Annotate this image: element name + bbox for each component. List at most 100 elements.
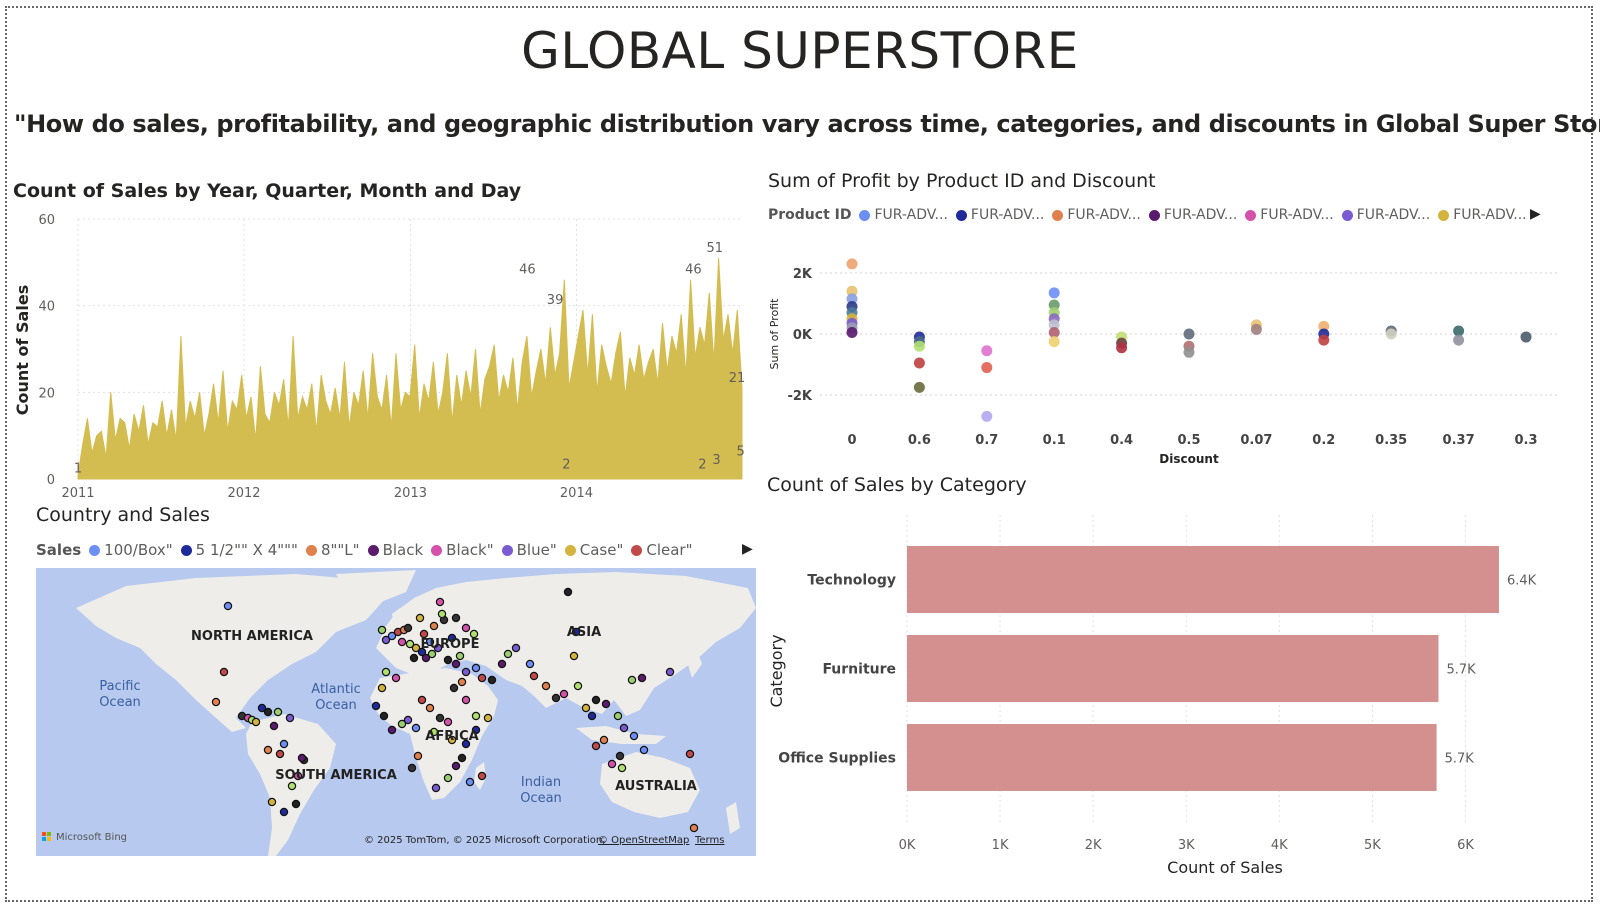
map-sales-bubble[interactable]	[529, 671, 539, 681]
scatter-point[interactable]	[1520, 331, 1532, 343]
map-sales-bubble[interactable]	[461, 739, 471, 749]
map-sales-bubble[interactable]	[437, 609, 447, 619]
map-sales-bubble[interactable]	[425, 703, 435, 713]
map-sales-bubble[interactable]	[619, 723, 629, 733]
scatter-point[interactable]	[1318, 320, 1330, 332]
scatter-point[interactable]	[846, 293, 858, 305]
scatter-point[interactable]	[846, 326, 858, 338]
map-sales-bubble[interactable]	[581, 703, 591, 713]
map-sales-bubble[interactable]	[263, 707, 273, 717]
map-sales-bubble[interactable]	[377, 625, 387, 635]
scatter-point[interactable]	[981, 410, 993, 422]
scatter-point[interactable]	[1453, 334, 1465, 346]
map-sales-bubble[interactable]	[665, 667, 675, 677]
map-sales-bubble[interactable]	[503, 649, 513, 659]
map-legend-item[interactable]: Black	[367, 541, 423, 559]
map-sales-bubble[interactable]	[397, 719, 407, 729]
scatter-point[interactable]	[1048, 319, 1060, 331]
map-sales-bubble[interactable]	[477, 771, 487, 781]
map-sales-bubble[interactable]	[443, 717, 453, 727]
map-sales-bubble[interactable]	[607, 759, 617, 769]
scatter-point[interactable]	[1385, 328, 1397, 340]
scatter-legend-next-arrow[interactable]: ▶	[1530, 206, 1541, 222]
map-sales-bubble[interactable]	[497, 659, 507, 669]
map-sales-bubble[interactable]	[403, 623, 413, 633]
scatter-chart[interactable]: -2K 0K 2K 0 0.6 0.7 0.1 0.4 0.5 0.07 0.2 0.35 0.37 0.…	[760, 230, 1570, 470]
map-legend-item[interactable]: Case"	[564, 541, 623, 559]
scatter-point[interactable]	[981, 345, 993, 357]
map-sales-bubble[interactable]	[379, 711, 389, 721]
terms-link[interactable]: Terms	[694, 835, 724, 846]
scatter-point[interactable]	[1318, 334, 1330, 346]
map-legend-item[interactable]: Blue"	[501, 541, 557, 559]
scatter-point[interactable]	[1048, 287, 1060, 299]
scatter-point[interactable]	[1183, 346, 1195, 358]
timeline-series-area[interactable]	[77, 257, 743, 480]
map-sales-bubble[interactable]	[267, 797, 277, 807]
map-sales-bubble[interactable]	[461, 667, 471, 677]
map-sales-bubble[interactable]	[371, 701, 381, 711]
map-sales-bubble[interactable]	[469, 629, 479, 639]
map-sales-bubble[interactable]	[447, 633, 457, 643]
map-sales-bubble[interactable]	[435, 597, 445, 607]
scatter-legend-item[interactable]: FUR-ADV...	[955, 207, 1044, 223]
map-sales-bubble[interactable]	[429, 727, 439, 737]
scatter-point[interactable]	[1183, 328, 1195, 340]
map-sales-bubble[interactable]	[451, 613, 461, 623]
map-sales-bubble[interactable]	[465, 777, 475, 787]
map-sales-bubble[interactable]	[407, 763, 417, 773]
map-sales-bubble[interactable]	[451, 761, 461, 771]
map-sales-bubble[interactable]	[443, 773, 453, 783]
map-sales-bubble[interactable]	[263, 745, 273, 755]
map-sales-bubble[interactable]	[405, 639, 415, 649]
scatter-legend-item[interactable]: FUR-ADV...	[1148, 207, 1237, 223]
map-sales-bubble[interactable]	[613, 711, 623, 721]
map-sales-bubble[interactable]	[447, 735, 457, 745]
scatter-point[interactable]	[981, 362, 993, 374]
map-sales-bubble[interactable]	[563, 587, 573, 597]
map-sales-bubble[interactable]	[457, 677, 467, 687]
map-sales-bubble[interactable]	[599, 735, 609, 745]
category-bar[interactable]	[907, 724, 1437, 791]
map-sales-bubble[interactable]	[275, 749, 285, 759]
scatter-legend-item[interactable]: FUR-ADV...	[1438, 207, 1527, 223]
map-legend-item[interactable]: 8""L"	[305, 541, 360, 559]
map-sales-bubble[interactable]	[627, 675, 637, 685]
map-sales-bubble[interactable]	[487, 675, 497, 685]
scatter-point[interactable]	[1048, 299, 1060, 311]
map-sales-bubble[interactable]	[279, 739, 289, 749]
map-sales-bubble[interactable]	[617, 763, 627, 773]
map-sales-bubble[interactable]	[559, 689, 569, 699]
scatter-legend-item[interactable]: FUR-ADV...	[1341, 207, 1430, 223]
map-sales-bubble[interactable]	[573, 681, 583, 691]
map-sales-bubble[interactable]	[591, 695, 601, 705]
map-sales-bubble[interactable]	[615, 751, 625, 761]
map-sales-bubble[interactable]	[377, 683, 387, 693]
map-sales-bubble[interactable]	[219, 667, 229, 677]
map-sales-bubble[interactable]	[291, 799, 301, 809]
map-sales-bubble[interactable]	[257, 703, 267, 713]
map-sales-bubble[interactable]	[443, 655, 453, 665]
map-sales-bubble[interactable]	[601, 699, 611, 709]
map-sales-bubble[interactable]	[461, 623, 471, 633]
map-sales-bubble[interactable]	[413, 751, 423, 761]
map-sales-bubble[interactable]	[483, 713, 493, 723]
scatter-point[interactable]	[1048, 326, 1060, 338]
map-sales-bubble[interactable]	[251, 717, 261, 727]
map-sales-bubble[interactable]	[273, 707, 283, 717]
scatter-legend-item[interactable]: FUR-ADV...	[1245, 207, 1334, 223]
map-sales-bubble[interactable]	[477, 673, 487, 683]
map-legend-item[interactable]: 100/Box"	[89, 541, 173, 559]
scatter-point[interactable]	[913, 381, 925, 393]
category-bar[interactable]	[907, 635, 1439, 702]
scatter-point[interactable]	[1453, 325, 1465, 337]
map-sales-bubble[interactable]	[417, 647, 427, 657]
map-sales-bubble[interactable]	[387, 631, 397, 641]
map-sales-bubble[interactable]	[287, 781, 297, 791]
map-sales-bubble[interactable]	[403, 715, 413, 725]
map-sales-bubble[interactable]	[387, 725, 397, 735]
map-sales-bubble[interactable]	[425, 637, 435, 647]
map-sales-bubble[interactable]	[409, 653, 419, 663]
map-legend-item[interactable]: Clear"	[631, 541, 692, 559]
scatter-point[interactable]	[846, 285, 858, 297]
